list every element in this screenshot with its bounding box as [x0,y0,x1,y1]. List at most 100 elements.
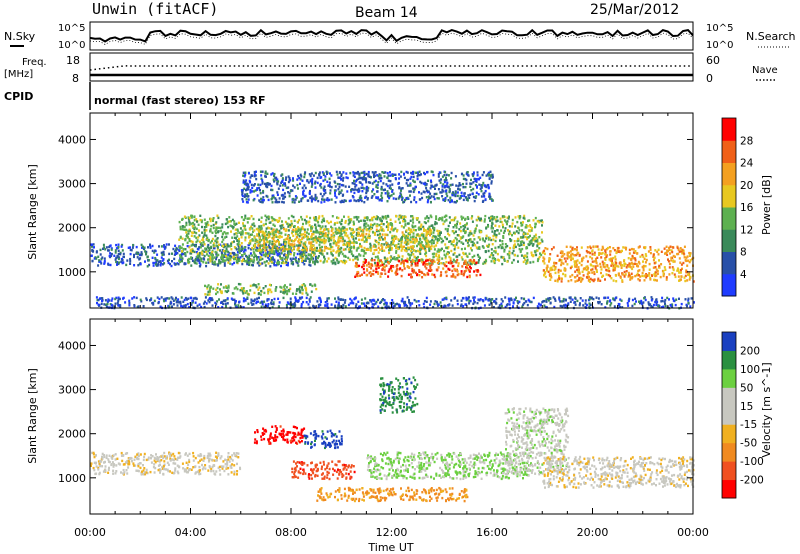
echo-cell-6 [302,189,305,192]
echo-cell-7 [490,302,492,305]
echo-cell-1 [305,235,308,238]
echo-cell-6 [366,189,369,192]
echo-cell-7 [619,305,621,309]
echo-cell-2 [413,229,415,232]
echo-cell-2 [314,235,317,238]
echo-cell-2 [411,245,414,248]
echo-cell-4 [599,265,602,268]
echo-cell-2 [327,232,330,235]
echo-cell-1 [179,246,181,249]
echo-cell-6 [322,198,325,201]
echo-cell-2 [395,244,398,247]
echo-cell-2 [422,247,424,250]
echo-cell-1 [292,215,295,219]
echo-cell-1 [448,240,450,243]
echo-cell-1 [424,217,427,220]
echo-cell-6 [318,174,321,177]
echo-cell-1 [380,222,383,225]
echo-cell-1 [450,219,453,222]
echo-cell-1 [517,215,520,218]
echo-cell-3 [367,261,370,264]
echo-cell-6 [277,180,280,183]
echo-cell-4 [632,257,635,260]
echo-cell-6 [432,185,435,188]
echo-cell-3 [423,273,426,276]
echo-cell-4 [668,266,671,269]
echo-cell-1 [526,252,529,255]
echo-cell-6 [259,189,261,192]
echo-cell-4 [615,274,617,277]
echo-cell-4 [622,246,625,249]
echo-cell-6 [375,185,378,189]
echo-cell-1 [529,261,532,264]
echo-cell-0 [103,261,106,264]
echo-cell-4 [670,256,673,259]
echo-cell-1 [341,225,344,229]
echo-cell-1 [268,227,271,230]
echo-cell-1 [540,238,543,241]
echo-cell-2 [292,228,295,231]
echo-cell-1 [314,223,316,227]
echo-cell-3 [392,265,395,269]
echo-cell-2 [313,248,316,251]
echo-cell-1 [299,254,302,257]
echo-cell-4 [628,273,631,277]
echo-cell-6 [449,200,452,204]
echo-cell-5 [295,292,298,295]
echo-cell-2 [388,244,391,247]
echo-cell-2 [405,229,408,232]
echo-cell-4 [609,253,612,256]
echo-cell-1 [212,219,214,222]
echo-cell-1 [378,248,381,251]
echo-cell-1 [443,253,446,256]
echo-cell-1 [193,227,196,231]
echo-cell-1 [518,229,521,232]
echo-cell-1 [467,217,470,220]
echo-cell-3 [390,264,393,268]
echo-cell-0 [114,258,117,261]
echo-cell-6 [261,200,264,204]
echo-cell-1 [482,239,485,242]
echo-cell-0 [271,256,274,260]
echo-cell-6 [384,171,387,174]
echo-cell-2 [377,243,380,246]
echo-cell-2 [317,249,320,252]
echo-cell-1 [244,228,247,231]
echo-cell-6 [413,180,416,183]
echo-cell-0 [154,249,156,252]
echo-cell-1 [535,236,538,239]
echo-cell-4 [612,247,615,250]
echo-cell-0 [117,252,120,256]
echo-cell-1 [299,244,302,247]
echo-cell-1 [215,238,218,241]
echo-cell-6 [353,175,356,178]
echo-cell-6 [258,199,261,202]
echo-cell-6 [314,182,316,185]
echo-cell-0 [221,249,224,252]
echo-cell-1 [268,249,271,252]
echo-cell-4 [545,266,548,270]
echo-cell-2 [274,230,277,234]
echo-cell-1 [439,231,442,235]
echo-cell-2 [369,249,372,252]
echo-cell-0 [197,257,200,260]
echo-cell-1 [458,253,461,257]
echo-cell-6 [303,195,306,198]
echo-cell-1 [179,227,182,231]
echo-cell-6 [340,173,343,176]
echo-cell-6 [338,171,341,174]
echo-cell-1 [310,257,313,260]
echo-cell-4 [688,260,691,264]
echo-cell-1 [234,257,236,260]
echo-cell-1 [498,232,501,235]
echo-cell-1 [413,255,416,259]
echo-cell-1 [416,218,419,221]
echo-cell-1 [203,243,206,246]
echo-cell-1 [211,260,214,263]
echo-cell-1 [521,240,524,243]
echo-cell-6 [246,192,249,196]
echo-cell-1 [500,246,503,250]
echo-cell-6 [302,192,305,196]
echo-cell-1 [427,227,430,230]
echo-cell-1 [226,221,229,225]
